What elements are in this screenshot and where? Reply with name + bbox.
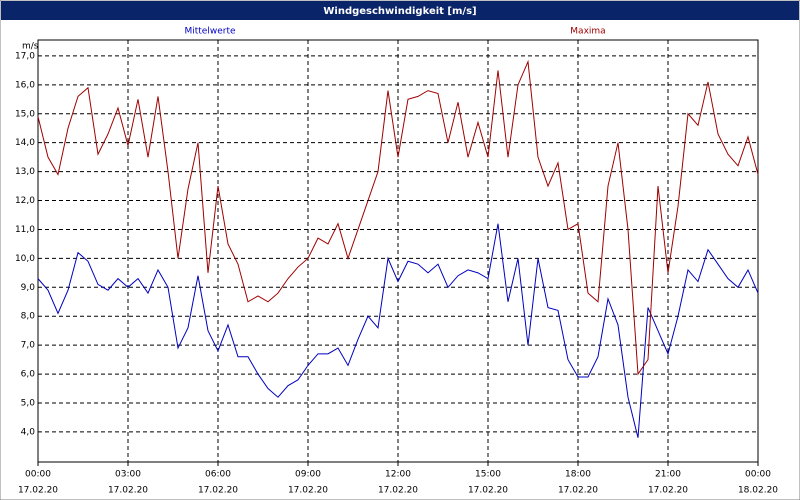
x-tick-date: 18.02.20 [738, 486, 778, 496]
x-tick-label: 21:00 [655, 470, 681, 480]
y-axis-label: m/s [22, 42, 39, 52]
y-tick-label: 15,0 [15, 109, 35, 119]
y-tick-label: 5,0 [21, 398, 36, 408]
title-bar [1, 1, 799, 20]
x-tick-label: 06:00 [205, 470, 231, 480]
x-tick-date: 17.02.20 [648, 486, 688, 496]
x-tick-date: 17.02.20 [468, 486, 508, 496]
y-tick-label: 10,0 [15, 254, 35, 264]
x-tick-date: 17.02.20 [198, 486, 238, 496]
x-tick-label: 00:00 [25, 470, 51, 480]
x-tick-label: 09:00 [295, 470, 321, 480]
x-tick-date: 17.02.20 [288, 486, 328, 496]
y-tick-label: 7,0 [21, 341, 36, 351]
y-tick-label: 16,0 [15, 80, 35, 90]
x-tick-label: 15:00 [475, 470, 501, 480]
x-tick-date: 17.02.20 [558, 486, 598, 496]
x-tick-label: 03:00 [115, 470, 141, 480]
y-tick-label: 14,0 [15, 138, 35, 148]
y-tick-label: 8,0 [21, 312, 36, 322]
legend-entry: Maxima [570, 27, 605, 37]
x-tick-date: 17.02.20 [378, 486, 418, 496]
x-tick-date: 17.02.20 [108, 486, 148, 496]
y-tick-label: 4,0 [21, 427, 36, 437]
y-tick-label: 6,0 [21, 370, 36, 380]
legend-entry: Mittelwerte [184, 27, 235, 37]
y-tick-label: 17,0 [15, 51, 35, 61]
series-line [37, 59, 759, 376]
y-tick-label: 11,0 [15, 225, 35, 235]
x-tick-label: 12:00 [385, 470, 411, 480]
plot-frame [37, 39, 759, 463]
x-tick-date: 17.02.20 [18, 486, 58, 496]
y-tick-label: 9,0 [21, 283, 36, 293]
y-tick-label: 12,0 [15, 196, 35, 206]
x-tick-label: 00:00 [745, 470, 771, 480]
series-line [37, 223, 759, 438]
chart-title: Windgeschwindigkeit [m/s] [323, 6, 476, 17]
y-tick-label: 13,0 [15, 167, 35, 177]
x-tick-label: 18:00 [565, 470, 591, 480]
